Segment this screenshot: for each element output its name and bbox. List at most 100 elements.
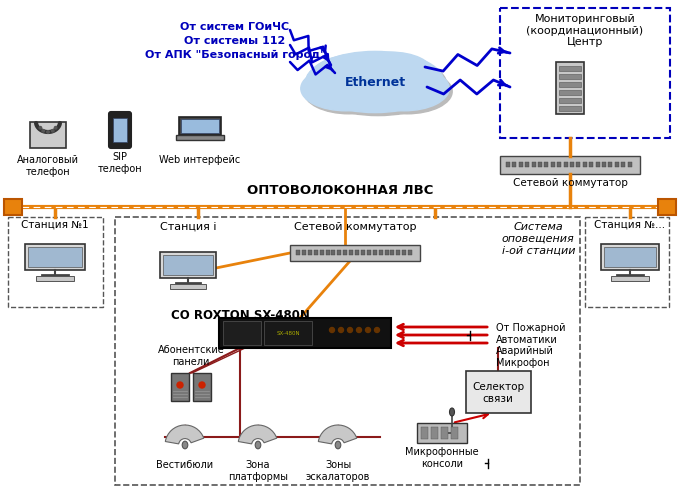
Bar <box>417 423 467 443</box>
Bar <box>602 162 606 167</box>
Ellipse shape <box>54 126 57 129</box>
Bar <box>302 249 306 254</box>
Ellipse shape <box>52 129 54 132</box>
Bar <box>577 162 581 167</box>
Bar <box>8 217 103 307</box>
Bar <box>355 249 359 254</box>
Bar <box>658 199 676 215</box>
Bar <box>466 371 531 413</box>
Ellipse shape <box>362 69 452 114</box>
Wedge shape <box>165 425 204 444</box>
Bar <box>361 249 365 254</box>
Bar <box>402 249 406 254</box>
Bar <box>500 8 670 138</box>
Ellipse shape <box>309 65 378 101</box>
Ellipse shape <box>347 327 352 333</box>
Ellipse shape <box>301 66 391 111</box>
Bar <box>559 90 581 95</box>
Bar <box>513 162 516 167</box>
Text: Вестибюли: Вестибюли <box>156 460 214 470</box>
Bar <box>176 135 224 141</box>
Ellipse shape <box>177 382 183 388</box>
Bar <box>551 162 555 167</box>
Text: ОПТОВОЛОКОННАЯ ЛВС: ОПТОВОЛОКОННАЯ ЛВС <box>247 184 433 197</box>
Ellipse shape <box>309 54 447 116</box>
Bar <box>384 249 388 254</box>
Text: От АПК "Безопасный город": От АПК "Безопасный город" <box>145 50 325 60</box>
Bar <box>557 162 561 167</box>
Ellipse shape <box>199 382 205 388</box>
Bar <box>343 249 347 254</box>
Bar <box>431 427 438 439</box>
Bar <box>506 162 510 167</box>
Bar <box>25 244 85 270</box>
Text: Микрофонные
консоли: Микрофонные консоли <box>405 447 479 468</box>
Bar <box>296 249 300 254</box>
Text: От Пожарной
Автоматики
Аварийный
Микрофон: От Пожарной Автоматики Аварийный Микрофо… <box>496 323 566 368</box>
Bar <box>337 249 341 254</box>
Bar <box>326 249 330 254</box>
Bar <box>171 373 189 401</box>
Ellipse shape <box>359 66 449 111</box>
Bar <box>179 117 221 135</box>
Bar <box>421 427 428 439</box>
Text: От систем ГОиЧС: От систем ГОиЧС <box>180 22 290 32</box>
Ellipse shape <box>306 62 375 98</box>
Bar <box>163 255 213 275</box>
Bar <box>559 98 581 103</box>
Bar <box>622 162 625 167</box>
Bar <box>583 162 587 167</box>
Bar <box>585 217 669 307</box>
Ellipse shape <box>182 441 188 449</box>
Bar <box>113 118 127 142</box>
Ellipse shape <box>356 327 362 333</box>
Bar <box>349 249 353 254</box>
Bar <box>265 321 312 345</box>
Bar <box>396 249 401 254</box>
Text: Станция i: Станция i <box>160 222 216 232</box>
Text: СО ROXTON SX-480N: СО ROXTON SX-480N <box>171 309 309 321</box>
Ellipse shape <box>42 129 44 132</box>
Ellipse shape <box>39 126 41 129</box>
Text: Станция №...: Станция №... <box>594 220 666 230</box>
Text: Зона
платформы: Зона платформы <box>228 460 288 482</box>
Bar <box>4 199 22 215</box>
Text: От системы 112: От системы 112 <box>184 36 286 46</box>
Ellipse shape <box>352 55 435 95</box>
Ellipse shape <box>314 57 415 100</box>
Ellipse shape <box>366 327 371 333</box>
Bar <box>331 249 335 254</box>
Bar <box>559 82 581 87</box>
Ellipse shape <box>304 69 394 114</box>
Bar <box>604 247 656 267</box>
Ellipse shape <box>350 52 432 92</box>
Text: Сетевой коммутатор: Сетевой коммутатор <box>294 222 416 232</box>
Ellipse shape <box>330 327 335 333</box>
Bar <box>441 427 448 439</box>
Bar <box>219 318 391 348</box>
Bar <box>367 249 371 254</box>
Wedge shape <box>238 425 277 444</box>
Bar <box>589 162 593 167</box>
Text: Мониторинговый
(координационный)
Центр: Мониторинговый (координационный) Центр <box>526 14 643 47</box>
Bar <box>308 249 312 254</box>
Bar <box>373 249 377 254</box>
Bar <box>570 162 574 167</box>
Bar <box>223 321 261 345</box>
Bar <box>609 162 613 167</box>
Text: Система
оповещения
i-ой станции: Система оповещения i-ой станции <box>502 222 575 255</box>
Bar <box>28 247 82 267</box>
Bar <box>193 373 211 401</box>
Bar <box>451 427 458 439</box>
Bar <box>181 119 219 133</box>
Bar <box>559 66 581 71</box>
Ellipse shape <box>47 131 49 133</box>
Ellipse shape <box>449 408 454 416</box>
Bar <box>30 122 66 148</box>
Bar <box>532 162 536 167</box>
Bar <box>320 249 324 254</box>
Text: Зоны
эскалаторов: Зоны эскалаторов <box>306 460 370 482</box>
Bar <box>596 162 600 167</box>
Bar <box>564 162 568 167</box>
Text: SX-480N: SX-480N <box>277 330 300 336</box>
